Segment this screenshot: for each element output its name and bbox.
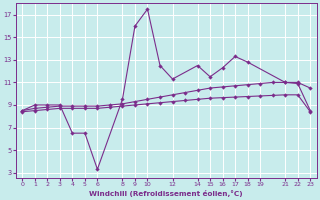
X-axis label: Windchill (Refroidissement éolien,°C): Windchill (Refroidissement éolien,°C) bbox=[90, 190, 243, 197]
